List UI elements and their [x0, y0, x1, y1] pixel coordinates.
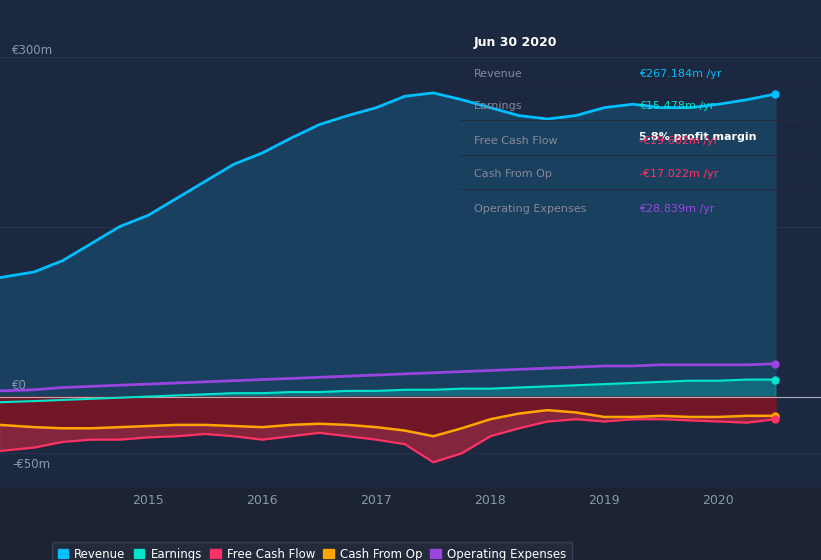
Text: Operating Expenses: Operating Expenses: [474, 204, 586, 213]
Text: €300m: €300m: [12, 44, 53, 57]
Text: -€19.602m /yr: -€19.602m /yr: [639, 136, 718, 146]
Text: -€50m: -€50m: [12, 458, 50, 471]
Text: 5.8% profit margin: 5.8% profit margin: [639, 132, 757, 142]
Legend: Revenue, Earnings, Free Cash Flow, Cash From Op, Operating Expenses: Revenue, Earnings, Free Cash Flow, Cash …: [52, 542, 572, 560]
Text: €0: €0: [12, 379, 27, 391]
Text: €15.478m /yr: €15.478m /yr: [639, 101, 714, 111]
Text: Earnings: Earnings: [474, 101, 522, 111]
Text: Free Cash Flow: Free Cash Flow: [474, 136, 557, 146]
Text: Revenue: Revenue: [474, 69, 522, 78]
Text: €267.184m /yr: €267.184m /yr: [639, 69, 722, 78]
Text: Jun 30 2020: Jun 30 2020: [474, 36, 557, 49]
Text: -€17.022m /yr: -€17.022m /yr: [639, 169, 718, 179]
Text: €28.839m /yr: €28.839m /yr: [639, 204, 714, 213]
Text: Cash From Op: Cash From Op: [474, 169, 552, 179]
